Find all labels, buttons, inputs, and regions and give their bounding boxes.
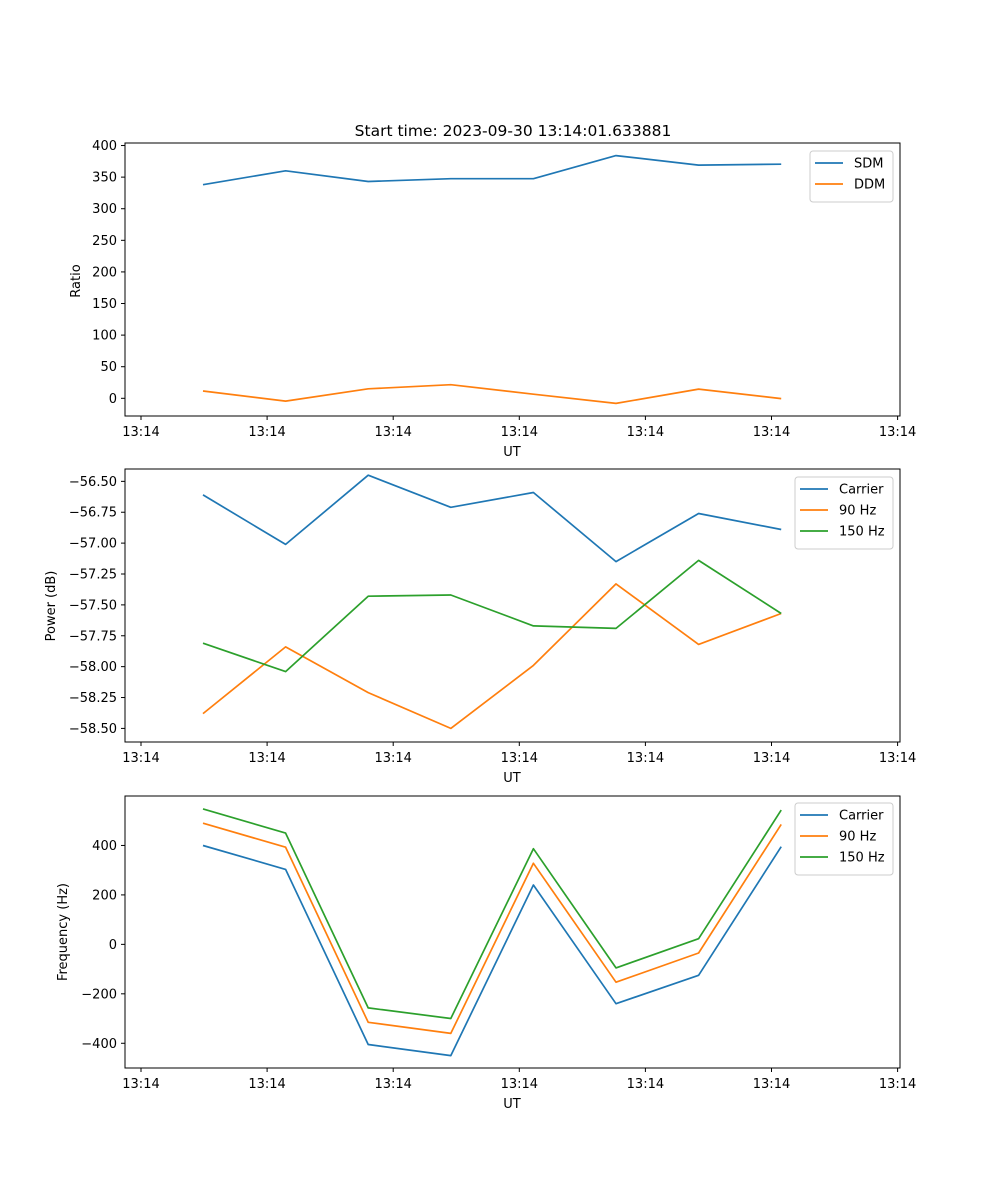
x-tick-label: 13:14 (501, 751, 538, 766)
legend: SDM DDM (809, 150, 894, 203)
y-tick-label: 200 (92, 265, 117, 280)
y-tick-label: −57.25 (69, 568, 117, 583)
x-tick-label: 13:14 (122, 425, 159, 440)
y-tick-label: 0 (109, 392, 117, 407)
x-tick-label: 13:14 (248, 425, 285, 440)
x-tick-label: 13:14 (248, 751, 285, 766)
y-tick-label: −57.75 (69, 629, 117, 644)
x-tick-label: 13:14 (374, 425, 411, 440)
x-tick-label: 13:14 (122, 1077, 159, 1092)
x-tick-label: 13:14 (501, 1077, 538, 1092)
legend-label: 90 Hz (839, 504, 876, 519)
subplot-ratio: Start time: 2023-09-30 13:14:01.633881 R… (69, 122, 916, 460)
y-tick-label: 150 (92, 297, 117, 312)
x-tick-label: 13:14 (501, 425, 538, 440)
plot-frequency: −400 −200 0 200 400 13:14 13:14 13:14 13:14 13:14… (81, 795, 916, 1092)
subplot-frequency: Frequency (Hz) UT −400 −200 0 200 400 13:14 13… (56, 795, 916, 1112)
plot-frame (124, 468, 901, 743)
y-tick-label: −58.50 (69, 722, 117, 737)
x-tick-label: 13:14 (627, 425, 664, 440)
x-axis-label-ut: UT (503, 445, 521, 460)
legend-label: DDM (854, 178, 885, 193)
y-tick-label: 0 (109, 938, 117, 953)
y-tick-label: 400 (92, 139, 117, 154)
y-tick-label: −58.00 (69, 660, 117, 675)
legend-label: 150 Hz (839, 851, 885, 866)
y-axis-label-power: Power (dB) (44, 571, 59, 642)
y-tick-label: 50 (100, 360, 117, 375)
y-tick-label: −57.00 (69, 537, 117, 552)
legend-label: Carrier (839, 483, 884, 498)
legend-label: 90 Hz (839, 830, 876, 845)
subplot-power: Power (dB) UT −58.50−58.25−58.00−57.75−5… (44, 468, 916, 786)
y-tick-label: −56.50 (69, 475, 117, 490)
x-tick-label: 13:14 (879, 751, 916, 766)
series-line-150-hz (202, 808, 782, 1020)
plot-frame (124, 795, 901, 1069)
y-tick-label: −58.25 (69, 691, 117, 706)
x-axis-label-ut: UT (503, 1097, 521, 1112)
plot-power: −58.50 −58.25 −58.00 −57.75 −57.50 −57.25 −57.… (69, 468, 916, 766)
x-tick-label: 13:14 (879, 1077, 916, 1092)
series-line-ddm (202, 383, 782, 405)
legend: Carrier 90 Hz 150 Hz (794, 476, 894, 550)
x-tick-label: 13:14 (753, 1077, 790, 1092)
x-tick-label: 13:14 (122, 751, 159, 766)
x-axis-label-ut: UT (503, 771, 521, 786)
legend-label: SDM (854, 157, 883, 172)
y-tick-label: −400 (81, 1037, 117, 1052)
x-tick-label: 13:14 (753, 425, 790, 440)
y-tick-label: 350 (92, 171, 117, 186)
y-axis-label-ratio: Ratio (69, 264, 84, 297)
y-tick-label: 100 (92, 329, 117, 344)
legend-label: Carrier (839, 809, 884, 824)
series-line-carrier (202, 844, 782, 1057)
legend: Carrier 90 Hz 150 Hz (794, 802, 894, 876)
y-tick-label: 300 (92, 202, 117, 217)
x-tick-label: 13:14 (753, 751, 790, 766)
plot-ratio: 0 50 100 150 200 250 300 350 400 13:14 13:14 13:14 1… (92, 139, 916, 440)
series-line-90-hz (202, 583, 782, 730)
y-tick-label: 250 (92, 234, 117, 249)
x-tick-label: 13:14 (248, 1077, 285, 1092)
chart-title: Start time: 2023-09-30 13:14:01.633881 (355, 122, 672, 140)
legend-label: 150 Hz (839, 525, 885, 540)
series-line-carrier (202, 474, 782, 563)
series-line-sdm (202, 154, 782, 186)
series-line-150-hz (202, 559, 782, 673)
plot-frame (124, 142, 901, 417)
x-tick-label: 13:14 (374, 751, 411, 766)
y-tick-label: 200 (92, 888, 117, 903)
y-axis-label-frequency: Frequency (Hz) (56, 883, 71, 981)
y-tick-label: −200 (81, 987, 117, 1002)
x-tick-label: 13:14 (627, 1077, 664, 1092)
y-tick-label: 400 (92, 839, 117, 854)
series-line-90-hz (202, 822, 782, 1035)
x-tick-label: 13:14 (627, 751, 664, 766)
y-tick-label: −56.75 (69, 506, 117, 521)
x-tick-label: 13:14 (374, 1077, 411, 1092)
x-tick-label: 13:14 (879, 425, 916, 440)
y-tick-label: −57.50 (69, 598, 117, 613)
